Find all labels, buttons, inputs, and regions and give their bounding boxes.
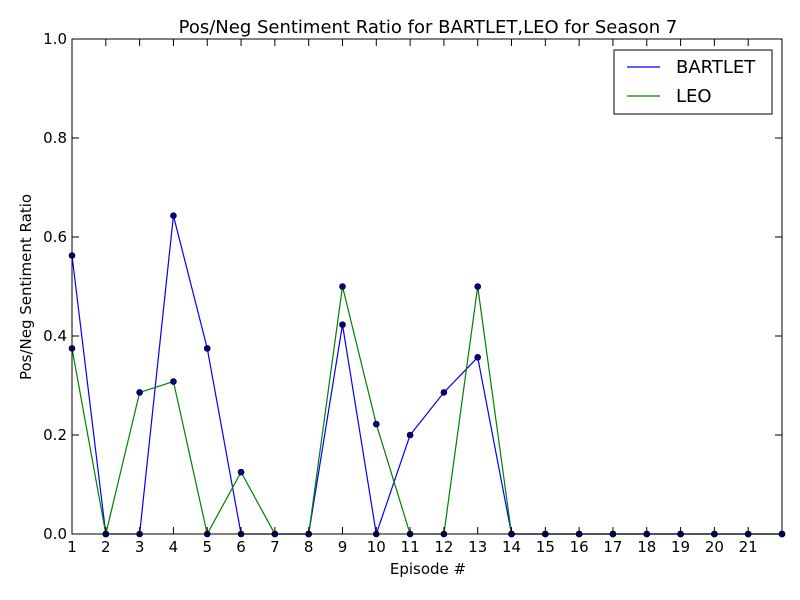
- x-tick-label: 9: [338, 538, 348, 556]
- legend: BARTLET LEO: [613, 49, 773, 115]
- x-tick-label: 5: [202, 538, 212, 556]
- x-tick-label: 11: [401, 538, 420, 556]
- data-point-bartlet-11: [406, 431, 414, 439]
- x-tick-label: 13: [468, 538, 487, 556]
- x-tick-label: 18: [637, 538, 656, 556]
- x-tick-label: 17: [603, 538, 622, 556]
- y-axis-label: Pos/Neg Sentiment Ratio: [17, 194, 35, 380]
- x-tick-label: 7: [270, 538, 280, 556]
- y-tick-label: 0.2: [43, 426, 67, 444]
- chart-title: Pos/Neg Sentiment Ratio for BARTLET,LEO …: [179, 17, 678, 38]
- y-tick-label: 0.8: [43, 129, 67, 147]
- data-point-bartlet-13: [474, 353, 482, 361]
- x-tick-label: 16: [570, 538, 589, 556]
- x-tick-label: 2: [101, 538, 111, 556]
- legend-box: [613, 49, 773, 115]
- data-point-bartlet-5: [203, 345, 211, 352]
- x-tick-label: 8: [304, 538, 314, 556]
- data-point-leo-4: [170, 378, 177, 385]
- y-tick-label: 0.6: [43, 228, 67, 246]
- axes-frame: [71, 38, 783, 535]
- x-tick-label: 10: [367, 538, 386, 556]
- x-tick-label: 6: [236, 538, 246, 556]
- y-tick-label: 1.0: [43, 30, 67, 48]
- data-point-bartlet-9: [339, 321, 346, 328]
- x-tick-label: 3: [135, 538, 145, 556]
- x-axis-label: Episode #: [390, 560, 466, 578]
- y-tick-label: 0.0: [43, 525, 67, 543]
- data-point-leo-6: [237, 468, 245, 476]
- legend-label-bartlet: BARTLET: [676, 57, 756, 78]
- data-point-bartlet-4: [170, 212, 177, 220]
- legend-label-leo: LEO: [676, 86, 712, 107]
- x-tick-label: 15: [536, 538, 555, 556]
- x-tick-label: 4: [169, 538, 179, 556]
- x-tick-label: 21: [739, 538, 758, 556]
- data-point-leo-9: [339, 283, 346, 290]
- data-point-leo-13: [474, 283, 482, 290]
- data-point-leo-10: [372, 420, 380, 428]
- x-tick-label: 12: [434, 538, 453, 556]
- plot-area: 1 2 3 4 5 6 7 8 9 10 11 12 13 14 15 16 17 18 19 20 210.00.20…: [43, 30, 786, 556]
- x-tick-label: 1: [67, 538, 77, 556]
- data-point-bartlet-12: [440, 389, 448, 396]
- x-tick-label: 14: [502, 538, 521, 556]
- data-point-leo-3: [136, 389, 143, 396]
- x-tick-label: 20: [705, 538, 724, 556]
- y-tick-label: 0.4: [43, 327, 67, 345]
- x-tick-label: 19: [671, 538, 690, 556]
